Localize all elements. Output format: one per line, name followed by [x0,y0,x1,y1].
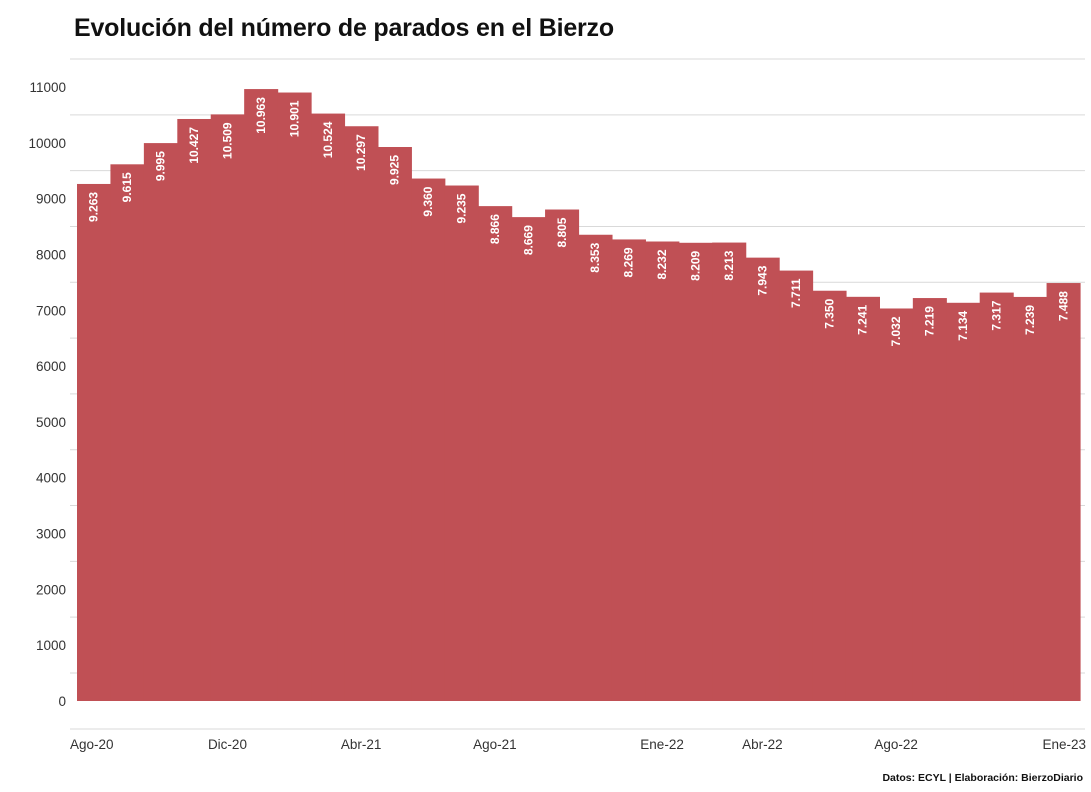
bar [745,257,780,701]
bar [511,217,546,701]
chart-title: Evolución del número de parados en el Bi… [74,14,614,42]
y-tick-label: 5000 [36,415,66,430]
bar [645,241,680,701]
bar [444,185,479,701]
data-label: 8.669 [521,225,535,255]
x-tick-label: Ene-23 [1042,737,1086,752]
bar [311,113,346,701]
data-label: 7.241 [856,304,870,334]
data-label: 8.232 [655,249,669,279]
bar [77,183,112,701]
bar [177,118,212,701]
data-label: 8.213 [722,250,736,280]
y-axis: 0 1000 2000 3000 4000 5000 6000 7000 8000 9000 100… [28,80,66,709]
data-label: 9.995 [154,151,168,181]
x-axis: Ago-20 Dic-20 Abr-21 Ago-21 Ene-22 Abr-22 Ago-… [70,737,1086,752]
bar [377,147,412,702]
data-label: 10.297 [354,134,368,171]
data-label: 7.488 [1056,291,1070,321]
data-labels: 9.263 9.615 9.995 10.427 10.509 10.963 10.901 1… [87,97,1071,347]
data-label: 7.711 [789,278,803,308]
data-label: 9.925 [388,155,402,185]
data-label: 9.235 [454,193,468,223]
data-label: 8.269 [622,247,636,277]
bar [210,114,245,701]
y-tick-label: 4000 [36,471,66,486]
bar [244,89,279,702]
bar [578,234,613,701]
bar [912,298,947,701]
data-label: 10.427 [187,127,201,164]
y-tick-label: 11000 [29,80,66,95]
data-label: 7.032 [889,316,903,346]
data-label: 10.509 [220,122,234,159]
data-label: 7.350 [822,298,836,328]
x-tick-label: Ago-22 [874,737,918,752]
data-label: 7.134 [956,310,970,340]
y-tick-label: 1000 [36,638,66,653]
data-label: 10.524 [321,121,335,158]
bar [1046,283,1081,701]
bar [277,92,312,701]
data-label: 7.219 [923,306,937,336]
y-tick-label: 0 [58,694,66,709]
bar [812,290,847,701]
x-tick-label: Ago-20 [70,737,114,752]
data-label: 8.209 [689,250,703,280]
y-tick-label: 10000 [28,136,66,151]
data-label: 7.943 [755,265,769,295]
bar [779,270,814,701]
bar [110,164,145,702]
y-tick-label: 2000 [36,582,66,597]
x-tick-label: Ago-21 [473,737,517,752]
bar [678,242,713,701]
data-label: 7.317 [989,300,1003,330]
bar [946,302,981,701]
bar [411,178,446,702]
bar [1013,296,1048,701]
y-tick-label: 3000 [36,527,66,542]
data-label: 9.615 [120,172,134,202]
bar [845,296,880,701]
data-label: 9.263 [87,192,101,222]
x-tick-label: Abr-21 [341,737,382,752]
bar [143,143,178,701]
data-label: 9.360 [421,186,435,216]
y-tick-label: 8000 [36,247,66,262]
data-label: 8.353 [588,242,602,272]
bar [712,242,747,701]
x-tick-label: Ene-22 [640,737,684,752]
bar [611,239,646,701]
bar [979,292,1014,701]
data-label: 8.805 [555,217,569,247]
source-credit: Datos: ECYL | Elaboración: BierzoDiario [882,772,1083,784]
bar [545,209,580,701]
data-label: 8.866 [488,214,502,244]
x-tick-label: Dic-20 [208,737,247,752]
y-tick-label: 6000 [36,359,66,374]
bar [344,126,379,702]
data-label: 10.963 [254,97,268,134]
bar [478,206,513,701]
data-label: 10.901 [287,100,301,137]
bars [77,89,1081,702]
y-tick-label: 7000 [36,303,66,318]
x-tick-label: Abr-22 [742,737,783,752]
y-tick-label: 9000 [36,192,66,207]
data-label: 7.239 [1023,305,1037,335]
bar [879,308,914,701]
